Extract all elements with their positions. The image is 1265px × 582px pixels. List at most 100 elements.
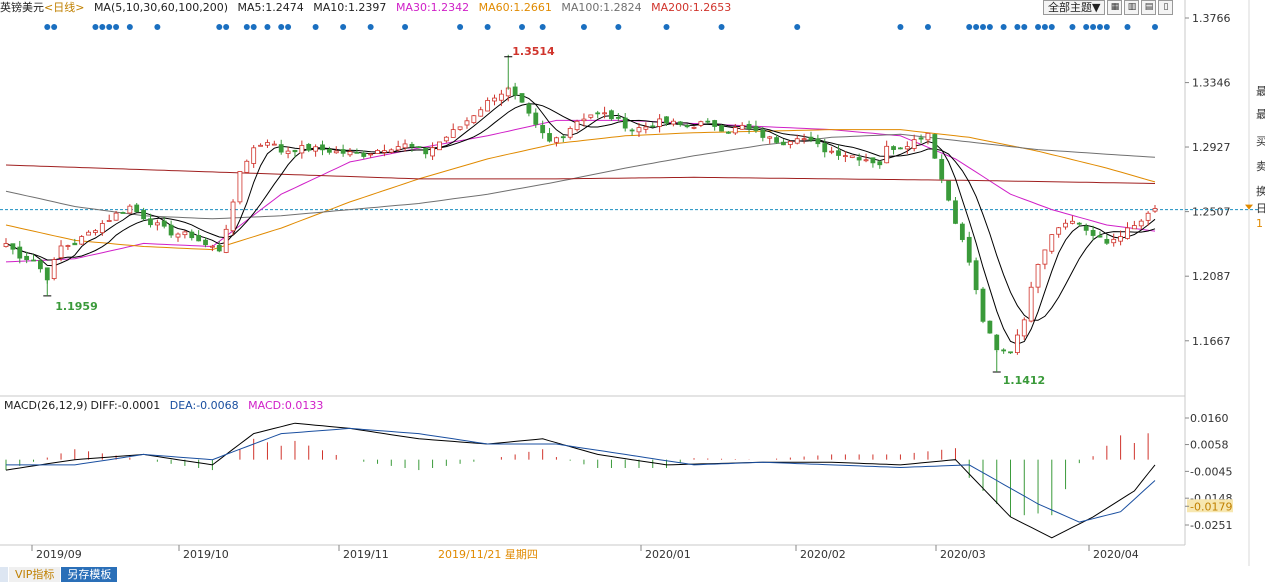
candle-body: [760, 129, 766, 138]
candle-body: [946, 180, 951, 201]
side-label-3: 卖: [1256, 160, 1265, 173]
candle-body: [450, 129, 456, 138]
candle-body: [719, 125, 724, 132]
candle-body: [99, 223, 105, 234]
tab-first[interactable]: [0, 567, 9, 582]
candle-body: [808, 136, 814, 141]
candle-body: [492, 97, 497, 102]
symbol-name[interactable]: 英镑美元: [0, 1, 44, 14]
candle-body: [622, 117, 628, 129]
panel-icon[interactable]: ▯: [1158, 0, 1174, 15]
candle-body: [856, 157, 862, 161]
signal-dot: [264, 24, 271, 30]
candle-body: [739, 124, 745, 130]
candle-body: [980, 288, 986, 322]
candle-body: [526, 103, 532, 114]
candle-body: [388, 149, 394, 153]
candle-body: [423, 147, 429, 155]
candle-body: [72, 242, 78, 246]
candle-body: [574, 120, 580, 131]
indicator-icon[interactable]: ▤: [1141, 0, 1157, 15]
candle-body: [512, 86, 518, 96]
ma100-line: [5, 133, 1156, 220]
candle-body: [402, 143, 408, 149]
macd-value: MACD:0.0133: [248, 399, 324, 412]
candle-body: [478, 109, 484, 117]
candle-body: [265, 142, 270, 146]
macd-header: MACD(26,12,9) DIFF:-0.0001 DEA:-0.0068 MA…: [4, 399, 329, 413]
ma10-value: MA10:1.2397: [313, 1, 387, 14]
ma10-line: [5, 103, 1156, 321]
candle-body: [106, 220, 112, 222]
price-tick-label: 1.2087: [1192, 270, 1231, 283]
candle-body: [595, 112, 601, 115]
x-tick-label: 2019/09: [36, 548, 82, 561]
candle-body: [354, 151, 360, 154]
ma30-line: [5, 119, 1156, 263]
signal-dot: [539, 24, 546, 30]
signal-dot: [44, 24, 51, 30]
signal-dot: [51, 24, 58, 30]
candle-body: [1076, 222, 1082, 225]
candle-body: [244, 160, 250, 173]
ma200-line: [5, 164, 1156, 184]
signal-dot: [340, 24, 347, 30]
signal-dot: [250, 24, 257, 30]
macd-tick-label: 0.0160: [1190, 412, 1229, 425]
signal-dot: [718, 24, 725, 30]
tab-vip-indicator[interactable]: VIP指标: [9, 567, 62, 582]
candle-body: [17, 246, 23, 259]
candle-body: [794, 138, 800, 144]
candle-body: [168, 224, 174, 236]
tab-save-template[interactable]: 另存模板: [61, 567, 119, 582]
macd-tick-label: -0.0251: [1190, 519, 1232, 532]
bar-chart-icon[interactable]: ▥: [1124, 0, 1140, 15]
price-tick-label: 1.1667: [1192, 335, 1231, 348]
candle-body: [650, 125, 656, 128]
side-label-1: 最: [1256, 108, 1265, 121]
candle-body: [326, 148, 332, 153]
candle-body: [1131, 225, 1137, 230]
candle-body: [959, 223, 965, 240]
candle-body: [1125, 227, 1130, 239]
candle-body: [1063, 222, 1068, 228]
candle-body: [113, 212, 119, 221]
cursor-date-label: 2019/11/21 星期四: [438, 548, 538, 561]
candle-body: [65, 245, 71, 247]
signal-dot: [367, 24, 374, 30]
candle-body: [368, 153, 374, 156]
candle-body: [24, 255, 30, 261]
candle-body: [953, 200, 958, 224]
macd-tick-label: 0.0058: [1190, 439, 1229, 452]
candle-body: [1070, 220, 1075, 224]
signal-dot: [99, 24, 106, 30]
candle-body: [1152, 208, 1158, 212]
candle-body: [216, 245, 222, 252]
candle-body: [1090, 230, 1096, 236]
signal-dot: [484, 24, 491, 30]
signal-dot: [986, 24, 993, 30]
candle-body: [196, 235, 202, 242]
candle-body: [285, 150, 291, 154]
candle-body: [437, 141, 442, 151]
period-label[interactable]: <日线>: [44, 1, 85, 14]
candle-body: [120, 212, 126, 214]
macd-tick-label: -0.0179: [1190, 500, 1232, 513]
candle-body: [670, 120, 676, 125]
candle-body: [1111, 238, 1117, 244]
theme-dropdown[interactable]: 全部主题▼: [1043, 0, 1106, 15]
candle-body: [395, 146, 401, 151]
signal-dot: [580, 24, 587, 30]
signal-dot: [457, 24, 464, 30]
candle-body: [320, 144, 325, 151]
layout-icon[interactable]: ▦: [1107, 0, 1123, 15]
ma100-value: MA100:1.2824: [561, 1, 642, 14]
price-tick-label: 1.3766: [1192, 12, 1231, 25]
candle-body: [836, 150, 841, 156]
candle-body: [567, 128, 573, 138]
side-label-2: 买: [1256, 135, 1265, 148]
signal-dot: [285, 24, 292, 30]
candle-body: [430, 147, 435, 157]
signal-dot: [794, 24, 801, 30]
